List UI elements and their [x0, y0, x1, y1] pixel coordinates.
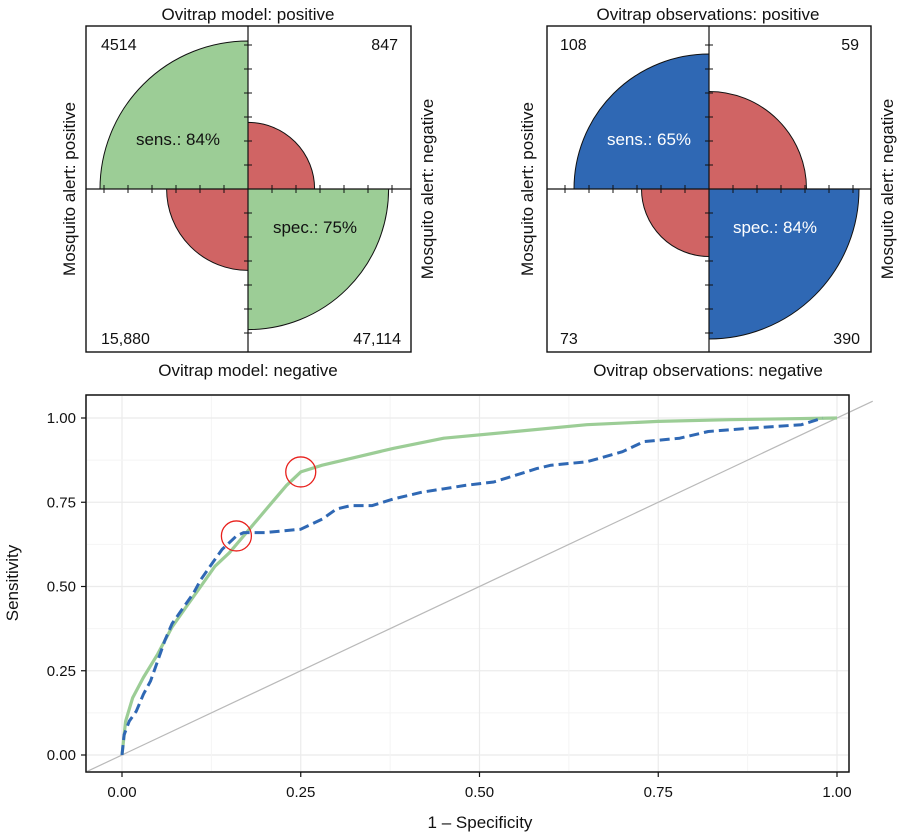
count-bottom-left: 15,880	[101, 331, 150, 348]
fourfold-title: Ovitrap model: positive	[162, 5, 335, 24]
wedge-bottom-right	[708, 188, 860, 340]
y-tick-label: 0.25	[47, 663, 76, 680]
reference-diagonal	[85, 400, 874, 773]
y-axis-ticks: 0.00 0.25 0.50 0.75 1.00	[47, 410, 86, 764]
roc-curve-observations	[120, 416, 824, 756]
x-tick-label: 0.50	[465, 784, 494, 801]
fourfold-left-label: Mosquito alert: positive	[60, 102, 79, 276]
highlight-circle	[220, 520, 253, 552]
count-top-left: 4514	[101, 37, 137, 54]
fourfold-wedges	[573, 53, 860, 340]
specificity-label: spec.: 75%	[273, 218, 357, 237]
x-tick-label: 1.00	[822, 784, 851, 801]
plot-area	[85, 394, 850, 773]
x-tick-label: 0.00	[107, 784, 136, 801]
plot-border	[85, 394, 850, 773]
x-axis-ticks: 0.00 0.25 0.50 0.75 1.00	[107, 772, 852, 801]
fourfold-right-label: Mosquito alert: negative	[418, 99, 437, 280]
wedge-bottom-left	[166, 188, 249, 271]
fourfold-bottom-label: Ovitrap observations: negative	[593, 361, 823, 380]
count-bottom-right: 47,114	[353, 331, 401, 348]
count-top-left: 108	[560, 37, 587, 54]
y-tick-label: 0.00	[47, 747, 76, 764]
fourfold-plot-observations: Ovitrap observations: positive Ovitrap o…	[518, 5, 897, 380]
wedge-top-left	[573, 53, 710, 190]
fourfold-title: Ovitrap observations: positive	[597, 5, 820, 24]
wedge-top-right	[708, 90, 808, 190]
sensitivity-label: sens.: 84%	[136, 130, 220, 149]
x-tick-label: 0.75	[644, 784, 673, 801]
fourfold-wedges	[99, 40, 390, 331]
roc-curve-model	[120, 416, 838, 756]
axis-ticks	[103, 44, 393, 334]
x-tick-label: 0.25	[286, 784, 315, 801]
count-bottom-right: 390	[833, 331, 860, 348]
wedge-bottom-right	[247, 188, 390, 331]
diagonal-line	[85, 400, 874, 773]
roc-chart: 0.00 0.25 0.50 0.75 1.00 0.00 0.25 0.50 0.75 1.0…	[3, 394, 874, 832]
fourfold-right-label: Mosquito alert: negative	[878, 99, 897, 280]
roc-series	[120, 416, 838, 756]
grid	[87, 396, 848, 771]
wedge-top-right	[247, 121, 316, 190]
fourfold-bottom-label: Ovitrap model: negative	[158, 361, 338, 380]
y-tick-label: 1.00	[47, 410, 76, 427]
axis-ticks	[564, 44, 854, 334]
fourfold-plot-model: Ovitrap model: positive Ovitrap model: n…	[60, 5, 437, 380]
y-tick-label: 0.75	[47, 494, 76, 511]
highlight-markers	[220, 456, 317, 552]
specificity-label: spec.: 84%	[733, 218, 817, 237]
y-axis-label: Sensitivity	[3, 544, 22, 621]
x-axis-label: 1 – Specificity	[428, 813, 533, 832]
count-bottom-left: 73	[560, 331, 578, 348]
count-top-right: 847	[371, 37, 398, 54]
sensitivity-label: sens.: 65%	[607, 130, 691, 149]
highlight-circle	[285, 456, 317, 488]
wedge-bottom-left	[640, 188, 710, 258]
fourfold-left-label: Mosquito alert: positive	[518, 102, 537, 276]
count-top-right: 59	[841, 37, 859, 54]
wedge-top-left	[99, 40, 249, 190]
y-tick-label: 0.50	[47, 579, 76, 596]
